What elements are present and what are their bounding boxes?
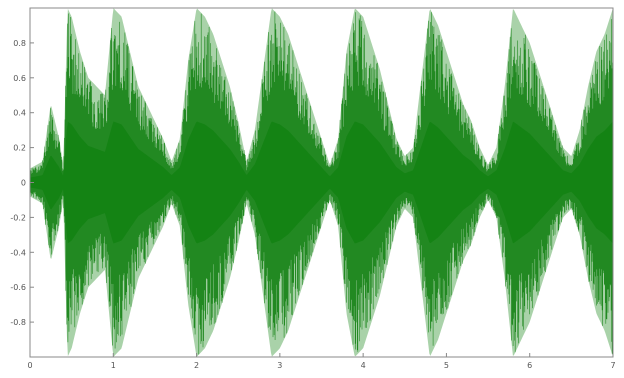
y-tick-label: 0.6: [13, 74, 26, 83]
x-tick-label: 7: [610, 361, 615, 370]
x-tick-label: 0: [27, 361, 32, 370]
y-tick-label: -0.6: [10, 283, 26, 292]
y-tick-label: 0.2: [13, 144, 26, 153]
x-tick-label: 5: [444, 361, 449, 370]
y-tick-label: 0: [21, 179, 26, 188]
x-tick-label: 2: [194, 361, 199, 370]
y-tick-label: -0.2: [10, 213, 26, 222]
x-tick-label: 1: [111, 361, 116, 370]
x-tick-label: 4: [361, 361, 366, 370]
plot-area: [29, 8, 614, 357]
y-tick-label: 0.4: [13, 109, 26, 118]
waveform-core: [30, 121, 613, 244]
axes: 0 1 2 3 4 5 6 7 0.8 0.6 0.4 0.2 0 -0.2 -0.4 -0.6 -0.8: [10, 7, 616, 370]
y-tick-label: 0.8: [13, 39, 26, 48]
x-tick-label: 3: [277, 361, 282, 370]
y-tick-label: -0.4: [10, 248, 26, 257]
y-tick-label: -0.8: [10, 318, 26, 327]
x-tick-label: 6: [527, 361, 532, 370]
